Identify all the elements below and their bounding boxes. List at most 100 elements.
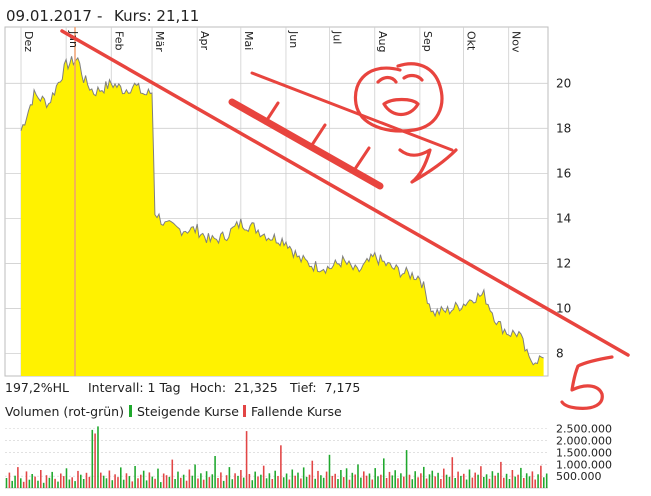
volume-bar bbox=[205, 471, 208, 488]
volume-bar bbox=[391, 475, 394, 488]
volume-bar bbox=[448, 476, 451, 488]
volume-bar bbox=[137, 478, 139, 488]
volume-bar bbox=[528, 476, 531, 488]
volume-tick-label: 1.500.000 bbox=[556, 446, 612, 459]
volume-bar bbox=[300, 478, 302, 488]
volume-bar bbox=[354, 474, 356, 488]
volume-bar bbox=[194, 464, 196, 488]
volume-bar bbox=[500, 461, 502, 488]
price-axis-labels: 8 10 12 14 16 18 20 bbox=[556, 76, 571, 360]
volume-bar bbox=[377, 476, 379, 488]
volume-bar bbox=[543, 477, 545, 488]
volume-bar bbox=[365, 475, 368, 488]
chart-date: 09.01.2017 bbox=[6, 7, 92, 25]
month-tick-label: Mär bbox=[153, 31, 166, 52]
volume-bar bbox=[468, 469, 471, 488]
current-price: Kurs: 21,11 bbox=[114, 7, 199, 25]
low-stat: Tief: 7,175 bbox=[289, 380, 360, 395]
header-separator: - bbox=[97, 7, 102, 25]
volume-bar bbox=[457, 471, 459, 488]
volume-bar bbox=[443, 468, 445, 488]
volume-bar bbox=[97, 426, 99, 488]
month-tick-label: Sep bbox=[421, 31, 434, 52]
volume-bar bbox=[368, 473, 371, 488]
volume-bar bbox=[182, 474, 185, 488]
volume-bar bbox=[222, 480, 225, 488]
volume-tick-label: 2.500.000 bbox=[556, 423, 612, 436]
volume-bar bbox=[511, 470, 514, 488]
volume-bar bbox=[242, 477, 245, 488]
volume-bar bbox=[325, 471, 328, 488]
volume-bar bbox=[22, 481, 25, 488]
volume-bar bbox=[105, 478, 108, 488]
volume-bar bbox=[514, 476, 516, 488]
volume-bar bbox=[388, 471, 391, 488]
volume-bar bbox=[291, 469, 294, 488]
volume-bar bbox=[288, 479, 291, 488]
volume-bar bbox=[11, 480, 13, 488]
volume-bar bbox=[403, 476, 405, 488]
volume-bar bbox=[42, 482, 45, 488]
price-line bbox=[20, 56, 544, 366]
volume-bar bbox=[200, 473, 202, 488]
volume-tick-label: 2.000.000 bbox=[556, 435, 612, 448]
volume-bar bbox=[51, 471, 53, 488]
volume-bar bbox=[437, 472, 439, 488]
volume-bar bbox=[248, 474, 251, 488]
volume-bar bbox=[491, 471, 494, 488]
volume-bar bbox=[434, 476, 436, 488]
volume-bar bbox=[111, 480, 114, 488]
volume-bar bbox=[40, 470, 42, 488]
volume-bar bbox=[157, 468, 159, 488]
volume-bar bbox=[520, 467, 522, 488]
volume-bar bbox=[57, 481, 59, 488]
volume-bars bbox=[5, 426, 548, 488]
volume-bar bbox=[65, 468, 68, 488]
volume-bar bbox=[100, 472, 102, 488]
volume-bar bbox=[334, 473, 336, 488]
volume-bar bbox=[165, 475, 168, 488]
volume-bar bbox=[102, 475, 105, 488]
volume-bar bbox=[202, 479, 205, 488]
volume-bar bbox=[34, 476, 36, 488]
volume-bar bbox=[91, 429, 94, 488]
volume-bar bbox=[134, 466, 136, 488]
volume-bar bbox=[480, 466, 482, 488]
volume-bar bbox=[260, 474, 262, 488]
volume-bar bbox=[257, 476, 259, 488]
volume-bar bbox=[525, 473, 528, 488]
volume-bar bbox=[268, 473, 271, 488]
volume-bar bbox=[151, 476, 154, 488]
smiley-face-outline bbox=[353, 62, 444, 133]
volume-bar bbox=[277, 476, 279, 488]
volume-tick-label: 500.000 bbox=[556, 470, 602, 483]
volume-bar bbox=[220, 472, 222, 488]
volume-bar bbox=[503, 477, 505, 488]
price-area bbox=[21, 56, 544, 377]
volume-bar bbox=[108, 470, 111, 488]
volume-bar bbox=[408, 474, 411, 488]
volume-bar bbox=[545, 473, 548, 488]
volume-bar bbox=[31, 474, 33, 488]
volume-bar bbox=[460, 475, 462, 488]
volume-bar bbox=[380, 474, 382, 488]
volume-bar bbox=[311, 460, 314, 488]
volume-bar bbox=[177, 471, 179, 488]
volume-bar bbox=[397, 478, 399, 488]
volume-bar bbox=[317, 470, 319, 488]
volume-bar bbox=[74, 481, 76, 488]
volume-bar bbox=[537, 474, 539, 488]
volume-bar bbox=[320, 475, 322, 488]
volume-bar bbox=[85, 472, 88, 488]
volume-bar bbox=[534, 479, 536, 488]
volume-bar bbox=[188, 469, 191, 488]
volume-bar bbox=[37, 480, 39, 488]
volume-bar bbox=[237, 475, 239, 488]
volume-bar bbox=[25, 471, 28, 488]
volume-bar bbox=[191, 475, 194, 488]
volume-bar bbox=[314, 478, 316, 488]
volume-bar bbox=[374, 468, 376, 488]
volume-bar bbox=[68, 479, 71, 488]
volume-bar bbox=[477, 474, 479, 488]
